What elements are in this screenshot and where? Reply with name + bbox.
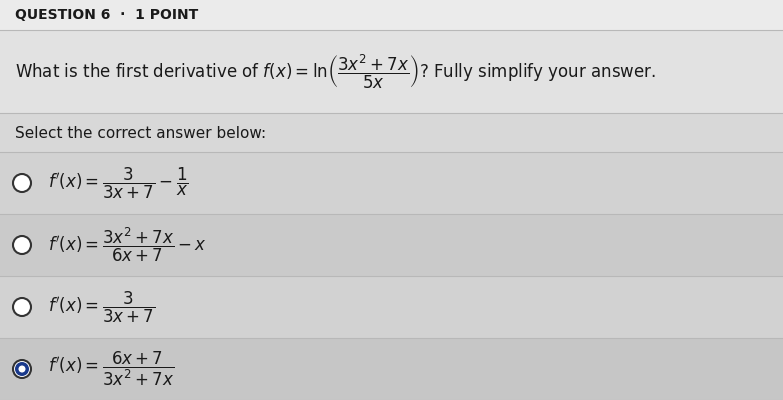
FancyBboxPatch shape (0, 113, 783, 152)
Circle shape (13, 236, 31, 254)
FancyBboxPatch shape (0, 214, 783, 276)
Text: $f'(x) = \dfrac{3x^2+7x}{6x+7} - x$: $f'(x) = \dfrac{3x^2+7x}{6x+7} - x$ (48, 226, 207, 264)
Text: $f'(x) = \dfrac{6x+7}{3x^2+7x}$: $f'(x) = \dfrac{6x+7}{3x^2+7x}$ (48, 350, 175, 388)
Circle shape (15, 362, 29, 376)
FancyBboxPatch shape (0, 0, 783, 30)
Circle shape (13, 360, 31, 378)
FancyBboxPatch shape (0, 338, 783, 400)
FancyBboxPatch shape (0, 152, 783, 214)
Text: Select the correct answer below:: Select the correct answer below: (15, 126, 266, 140)
Circle shape (19, 366, 26, 372)
FancyBboxPatch shape (0, 30, 783, 113)
Text: $f'(x) = \dfrac{3}{3x+7}$: $f'(x) = \dfrac{3}{3x+7}$ (48, 289, 156, 325)
Circle shape (13, 298, 31, 316)
FancyBboxPatch shape (0, 276, 783, 338)
Text: $f'(x) = \dfrac{3}{3x+7} - \dfrac{1}{x}$: $f'(x) = \dfrac{3}{3x+7} - \dfrac{1}{x}$ (48, 165, 189, 201)
Text: QUESTION 6  ·  1 POINT: QUESTION 6 · 1 POINT (15, 8, 198, 22)
Text: What is the first derivative of $f(x)=\ln\!\left(\dfrac{3x^2+7x}{5x}\right)$? Fu: What is the first derivative of $f(x)=\l… (15, 53, 656, 91)
Circle shape (13, 174, 31, 192)
